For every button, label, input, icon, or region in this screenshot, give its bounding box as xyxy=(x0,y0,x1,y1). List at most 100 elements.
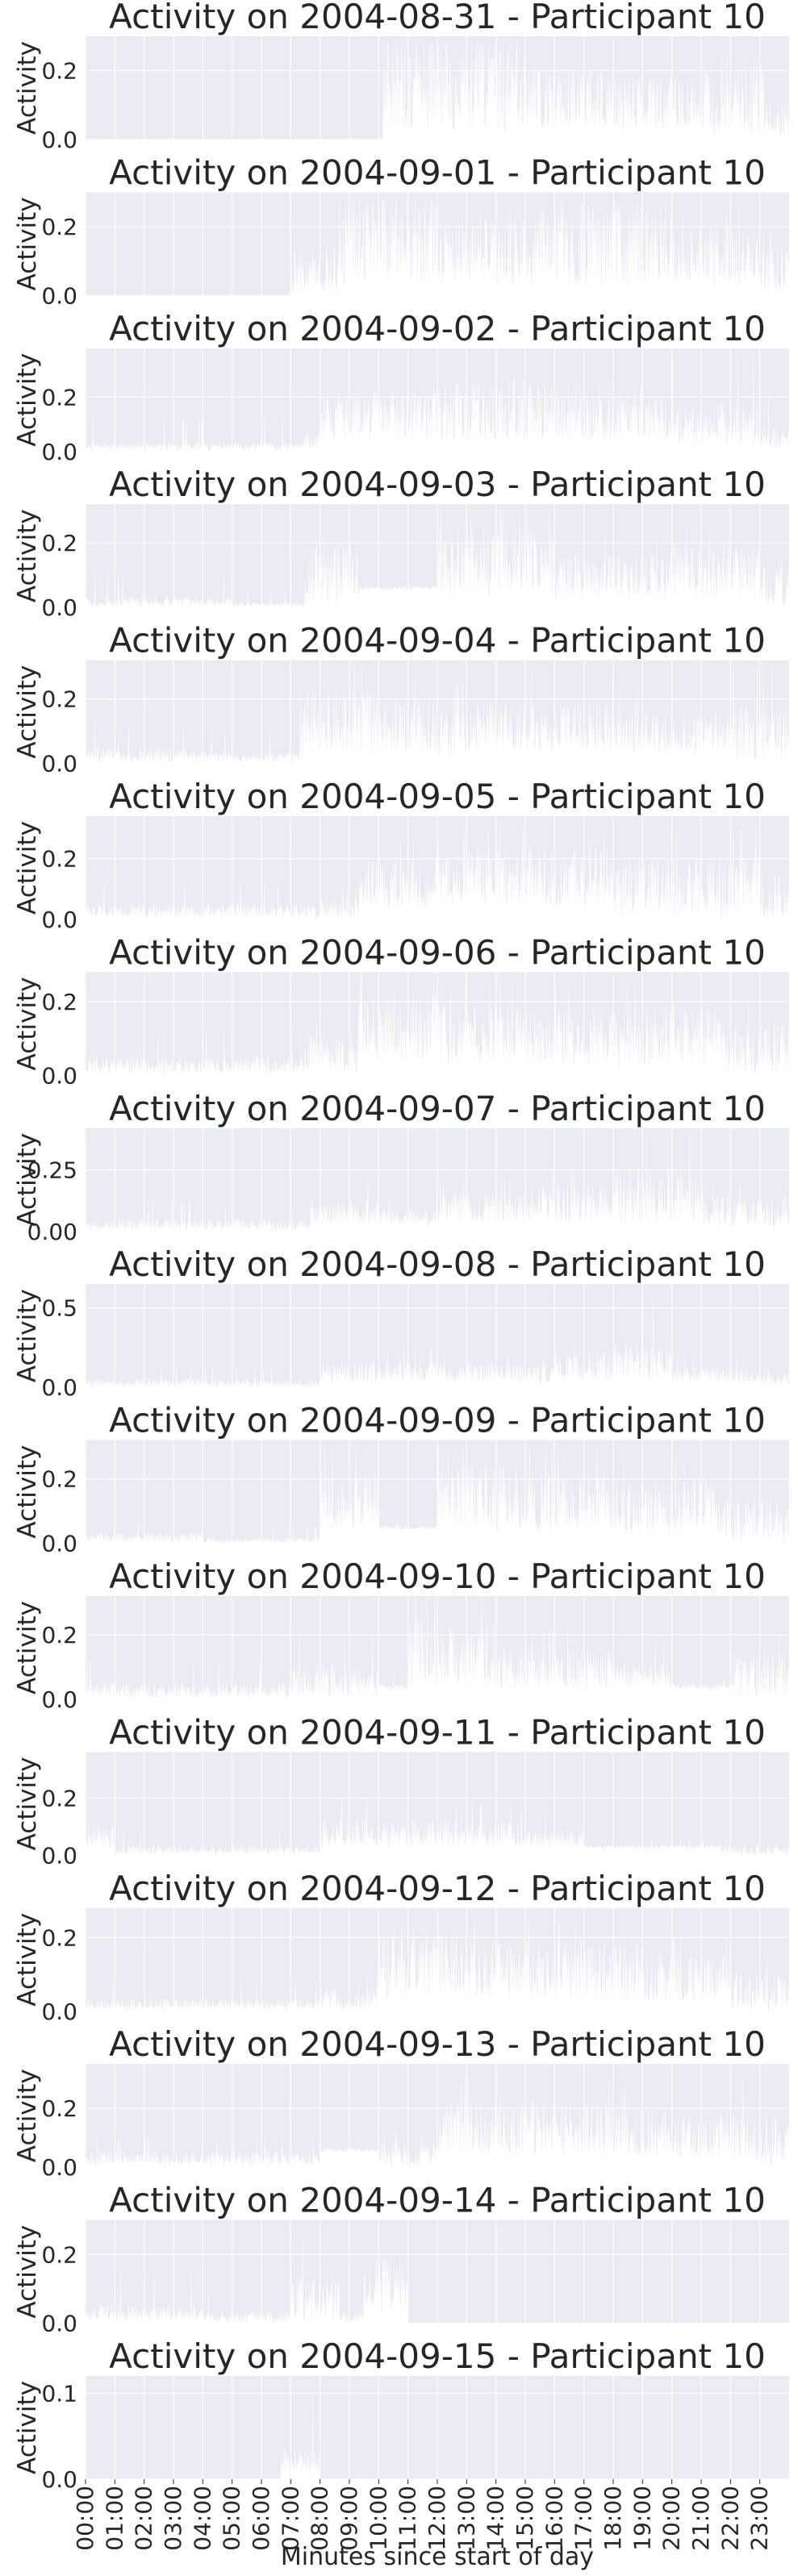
y-tick-label: 0.0 xyxy=(41,127,77,153)
y-tick-label: 0.0 xyxy=(41,1999,77,2025)
panel-title: Activity on 2004-09-12 - Participant 10 xyxy=(109,1869,766,1908)
panel-13: 0.0 0.2 Activity on 2004-09-13 - Participa… xyxy=(13,2024,790,2181)
y-tick-label: 0.2 xyxy=(41,58,77,85)
y-tick-label: 0.2 xyxy=(41,686,77,713)
x-tick-label: 03:00 xyxy=(160,2486,186,2551)
y-tick-label: 0.2 xyxy=(41,989,77,1015)
activity-area xyxy=(85,972,790,1076)
panel-3: 0.0 0.2 Activity on 2004-09-03 - Participa… xyxy=(13,465,790,621)
panel-9: 0.0 0.2 Activity on 2004-09-09 - Participa… xyxy=(13,1401,790,1557)
y-tick-label: 0.5 xyxy=(41,1295,77,1322)
y-tick-label: 0.2 xyxy=(41,1622,77,1649)
panel-2: 0.0 0.2 Activity on 2004-09-02 - Participa… xyxy=(13,309,790,465)
panel-14: 0.0 0.2 Activity on 2004-09-14 - Participa… xyxy=(13,2181,789,2337)
y-tick-label: 0.00 xyxy=(27,1219,77,1245)
y-axis-label: Activity xyxy=(13,197,42,290)
activity-area xyxy=(85,1292,790,1388)
y-axis-label: Activity xyxy=(13,1289,42,1382)
x-tick-label: 19:00 xyxy=(629,2486,655,2551)
y-axis-label: Activity xyxy=(13,2069,42,2162)
y-axis-label: Activity xyxy=(13,1133,42,1227)
panel-12: 0.0 0.2 Activity on 2004-09-12 - Participa… xyxy=(13,1869,790,2025)
y-tick-label: 0.2 xyxy=(41,846,77,873)
panel-title: Activity on 2004-09-10 - Participant 10 xyxy=(109,1557,766,1596)
activity-area xyxy=(85,1446,790,1544)
x-tick-label: 23:00 xyxy=(746,2486,773,2551)
panel-15: 0.0 0.1 Activity on 2004-09-15 - Participa… xyxy=(13,2336,789,2571)
activity-area xyxy=(85,1798,790,1857)
y-axis-label: Activity xyxy=(13,1601,42,1694)
panel-title: Activity on 2004-09-14 - Participant 10 xyxy=(109,2181,766,2220)
y-axis-label: Activity xyxy=(13,353,42,447)
y-tick-label: 0.0 xyxy=(41,594,77,621)
x-tick-label: 09:00 xyxy=(336,2486,362,2551)
panel-title: Activity on 2004-09-05 - Participant 10 xyxy=(109,777,766,816)
activity-area xyxy=(85,828,790,920)
panel-title: Activity on 2004-09-03 - Participant 10 xyxy=(109,465,766,504)
panel-4: 0.0 0.2 Activity on 2004-09-04 - Participa… xyxy=(13,621,790,777)
panel-title: Activity on 2004-09-08 - Participant 10 xyxy=(109,1244,766,1284)
x-tick-label: 08:00 xyxy=(307,2486,333,2551)
y-tick-label: 0.0 xyxy=(41,2154,77,2181)
panel-title: Activity on 2004-08-31 - Participant 10 xyxy=(109,0,766,36)
y-tick-label: 0.1 xyxy=(41,2380,77,2407)
x-tick-label: 22:00 xyxy=(717,2486,743,2551)
y-tick-label: 0.0 xyxy=(41,751,77,777)
x-tick-label: 01:00 xyxy=(101,2486,127,2551)
x-tick-label: 13:00 xyxy=(453,2486,479,2551)
y-axis-label: Activity xyxy=(13,1757,42,1850)
y-axis-label: Activity xyxy=(13,1445,42,1539)
y-axis-label: Activity xyxy=(13,821,42,915)
y-axis-label: Activity xyxy=(13,41,42,135)
y-axis-label: Activity xyxy=(13,1913,42,2007)
y-tick-label: 0.0 xyxy=(41,2311,77,2337)
y-tick-label: 0.2 xyxy=(41,1785,77,1811)
x-tick-label: 10:00 xyxy=(365,2486,391,2551)
y-axis-label: Activity xyxy=(13,509,42,602)
x-tick-label: 14:00 xyxy=(483,2486,509,2551)
x-axis-label: Minutes since start of day xyxy=(281,2543,594,2571)
x-tick-label: 06:00 xyxy=(248,2486,274,2551)
activity-area xyxy=(85,1132,790,1232)
activity-area xyxy=(85,2236,789,2324)
x-tick-label: 20:00 xyxy=(658,2486,685,2551)
x-tick-label: 11:00 xyxy=(395,2486,421,2551)
y-tick-label: 0.0 xyxy=(41,1374,77,1401)
y-tick-label: 0.2 xyxy=(41,1924,77,1951)
x-tick-label: 07:00 xyxy=(277,2486,303,2551)
y-tick-label: 0.2 xyxy=(41,1466,77,1493)
panel-6: 0.0 0.2 Activity on 2004-09-06 - Participa… xyxy=(13,932,790,1089)
panel-title: Activity on 2004-09-13 - Participant 10 xyxy=(109,2024,766,2064)
x-tick-label: 02:00 xyxy=(131,2486,157,2551)
panel-8: 0.0 0.5 Activity on 2004-09-08 - Participa… xyxy=(13,1244,790,1401)
activity-area xyxy=(86,198,790,296)
activity-area xyxy=(85,511,790,608)
activity-area xyxy=(85,1919,790,2012)
x-tick-label: 05:00 xyxy=(219,2486,245,2551)
y-tick-label: 0.0 xyxy=(41,282,77,309)
x-tick-label: 15:00 xyxy=(512,2486,538,2551)
panel-title: Activity on 2004-09-15 - Participant 10 xyxy=(109,2336,766,2376)
x-tick-label: 18:00 xyxy=(600,2486,626,2551)
activity-area xyxy=(86,43,790,140)
y-tick-label: 0.2 xyxy=(41,214,77,240)
y-tick-label: 0.0 xyxy=(41,2466,77,2493)
x-tick-label: 17:00 xyxy=(570,2486,597,2551)
x-tick-label: 04:00 xyxy=(189,2486,215,2551)
panel-1: 0.0 0.2 Activity on 2004-09-01 - Participa… xyxy=(13,152,790,309)
y-tick-label: 0.2 xyxy=(41,530,77,556)
panel-title: Activity on 2004-09-07 - Participant 10 xyxy=(109,1089,766,1128)
panel-5: 0.0 0.2 Activity on 2004-09-05 - Participa… xyxy=(13,777,790,933)
panel-title: Activity on 2004-09-01 - Participant 10 xyxy=(109,152,766,192)
panel-0: 0.0 0.2 Activity on 2004-08-31 - Participa… xyxy=(13,0,790,153)
panel-title: Activity on 2004-09-06 - Participant 10 xyxy=(109,932,766,972)
activity-area xyxy=(85,666,790,765)
x-tick-label: 00:00 xyxy=(72,2486,98,2551)
activity-area xyxy=(85,1595,790,1700)
activity-area xyxy=(85,356,790,452)
y-tick-label: 0.0 xyxy=(41,1842,77,1869)
panel-10: 0.0 0.2 Activity on 2004-09-10 - Participa… xyxy=(13,1557,790,1713)
panel-11: 0.0 0.2 Activity on 2004-09-11 - Participa… xyxy=(13,1712,790,1869)
y-axis-label: Activity xyxy=(13,977,42,1070)
